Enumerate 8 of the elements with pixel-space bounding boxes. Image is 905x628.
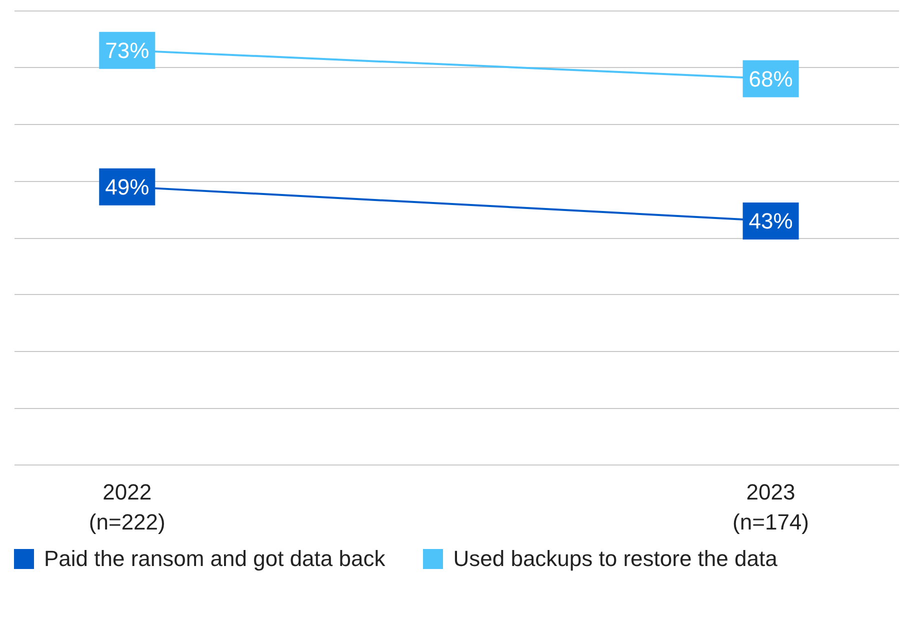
data-label: 49% bbox=[105, 174, 150, 200]
legend-label: Used backups to restore the data bbox=[453, 545, 778, 573]
legend-label: Paid the ransom and got data back bbox=[44, 545, 386, 573]
data-label: 43% bbox=[748, 208, 793, 234]
x-tick-label: 2022 (n=222) bbox=[88, 480, 166, 534]
data-label: 73% bbox=[105, 38, 150, 63]
x-tick-label: 2023 (n=174) bbox=[732, 480, 810, 534]
data-label: 68% bbox=[748, 66, 793, 92]
